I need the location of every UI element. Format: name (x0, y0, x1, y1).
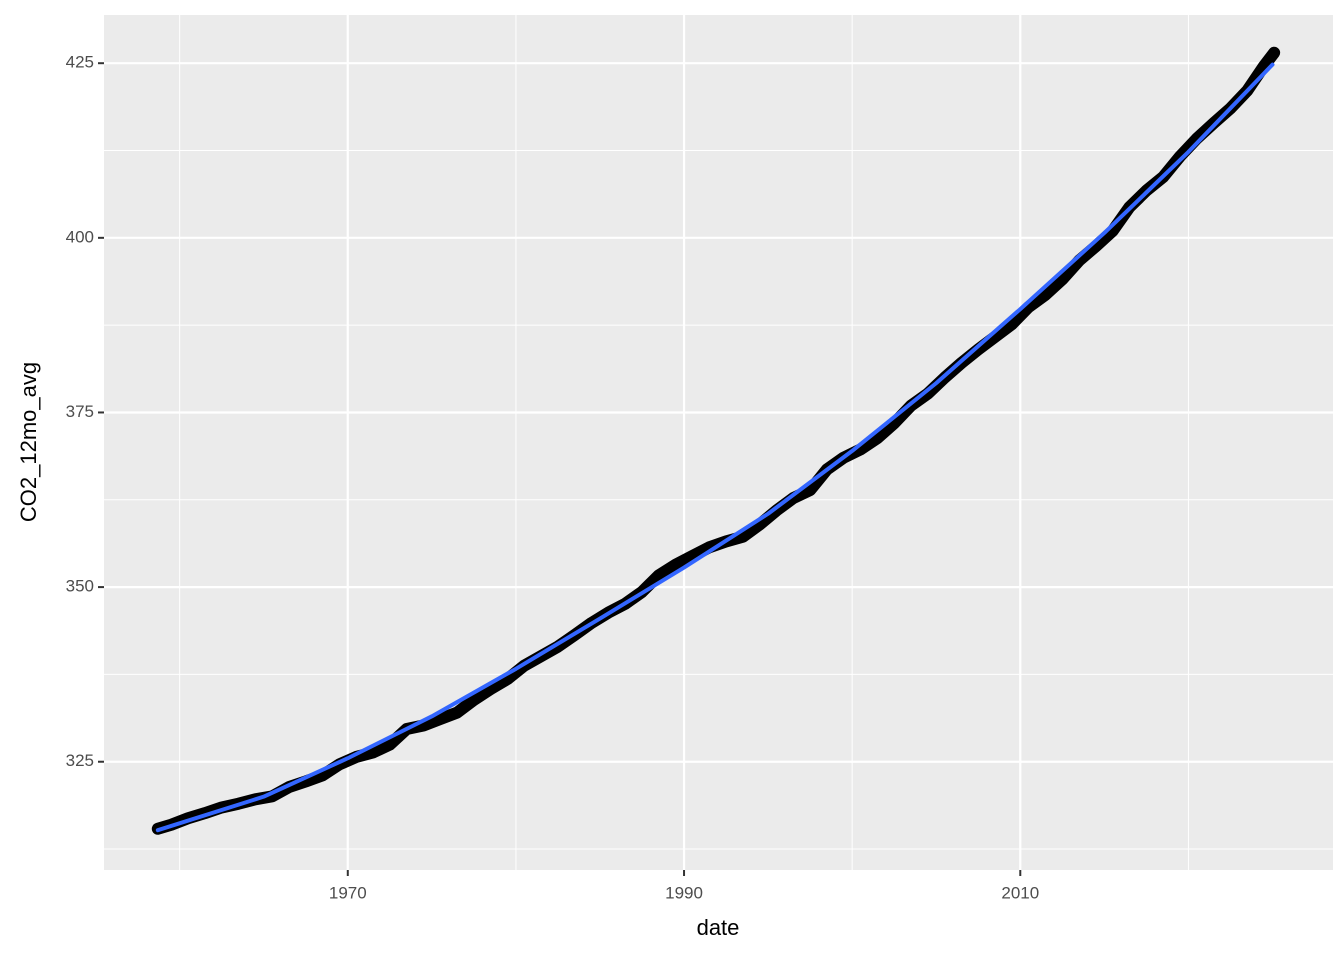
x-tick-label: 1970 (329, 883, 367, 902)
y-tick-label: 375 (66, 402, 94, 421)
x-tick-label: 2010 (1001, 883, 1039, 902)
y-tick-label: 325 (66, 751, 94, 770)
x-axis-title: date (697, 915, 740, 940)
data-line (155, 62, 1275, 833)
y-tick-label: 350 (66, 577, 94, 596)
y-tick-label: 425 (66, 53, 94, 72)
plot-panel (104, 15, 1333, 870)
y-axis-title: CO2_12mo_avg (16, 362, 41, 522)
y-tick-label: 400 (66, 227, 94, 246)
x-tick-label: 1990 (665, 883, 703, 902)
